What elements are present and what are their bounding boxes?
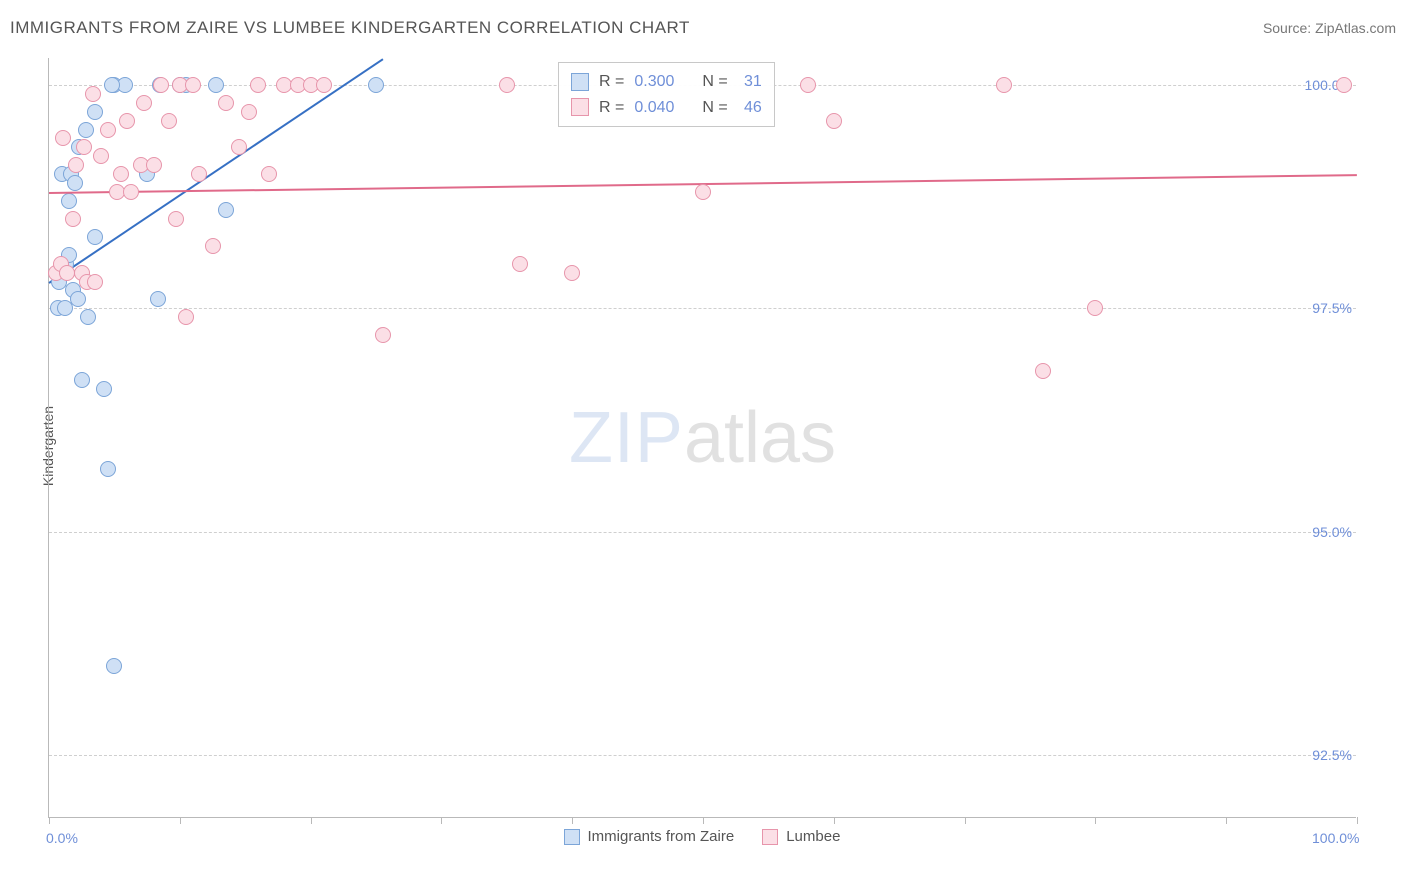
data-point <box>61 193 77 209</box>
data-point <box>564 265 580 281</box>
data-point <box>185 77 201 93</box>
n-label: N = <box>702 69 727 95</box>
data-point <box>205 238 221 254</box>
data-point <box>368 77 384 93</box>
data-point <box>76 139 92 155</box>
data-point <box>100 122 116 138</box>
source-credit: Source: ZipAtlas.com <box>1263 20 1396 36</box>
data-point <box>136 95 152 111</box>
data-point <box>106 658 122 674</box>
r-label: R = <box>599 69 624 95</box>
x-tick <box>1226 817 1227 824</box>
gridline <box>49 755 1356 756</box>
data-point <box>261 166 277 182</box>
data-point <box>87 104 103 120</box>
data-point <box>113 166 129 182</box>
data-point <box>499 77 515 93</box>
x-tick-label: 100.0% <box>1312 830 1359 846</box>
y-tick-label: 95.0% <box>1312 524 1352 540</box>
data-point <box>150 291 166 307</box>
x-tick <box>441 817 442 824</box>
data-point <box>800 77 816 93</box>
n-label: N = <box>702 95 727 121</box>
data-point <box>250 77 266 93</box>
data-point <box>316 77 332 93</box>
x-tick <box>311 817 312 824</box>
data-point <box>68 157 84 173</box>
stats-legend-box: R = 0.300 N = 31 R = 0.040 N = 46 <box>558 62 775 127</box>
legend-swatch <box>571 98 589 116</box>
data-point <box>1087 300 1103 316</box>
legend-label: Lumbee <box>786 828 840 845</box>
stats-row: R = 0.040 N = 46 <box>571 95 762 121</box>
y-tick-label: 92.5% <box>1312 747 1352 763</box>
data-point <box>231 139 247 155</box>
data-point <box>826 113 842 129</box>
data-point <box>695 184 711 200</box>
stats-row: R = 0.300 N = 31 <box>571 69 762 95</box>
series-legend: Immigrants from Zaire Lumbee <box>564 828 841 845</box>
data-point <box>168 211 184 227</box>
data-point <box>208 77 224 93</box>
data-point <box>512 256 528 272</box>
r-label: R = <box>599 95 624 121</box>
data-point <box>1035 363 1051 379</box>
r-value: 0.300 <box>634 69 674 95</box>
x-tick <box>703 817 704 824</box>
legend-swatch <box>571 73 589 91</box>
watermark-atlas: atlas <box>684 398 836 478</box>
data-point <box>93 148 109 164</box>
data-point <box>161 113 177 129</box>
data-point <box>119 113 135 129</box>
x-tick <box>965 817 966 824</box>
x-tick-label: 0.0% <box>46 830 78 846</box>
chart-title: IMMIGRANTS FROM ZAIRE VS LUMBEE KINDERGA… <box>10 18 690 38</box>
x-tick <box>180 817 181 824</box>
data-point <box>1336 77 1352 93</box>
data-point <box>375 327 391 343</box>
n-value: 31 <box>738 69 762 95</box>
gridline <box>49 308 1356 309</box>
data-point <box>218 95 234 111</box>
x-tick <box>1095 817 1096 824</box>
x-tick <box>1357 817 1358 824</box>
data-point <box>55 130 71 146</box>
gridline <box>49 532 1356 533</box>
data-point <box>123 184 139 200</box>
r-value: 0.040 <box>634 95 674 121</box>
x-tick <box>834 817 835 824</box>
y-tick-label: 97.5% <box>1312 300 1352 316</box>
data-point <box>153 77 169 93</box>
data-point <box>178 309 194 325</box>
legend-item: Lumbee <box>762 828 840 845</box>
data-point <box>70 291 86 307</box>
watermark: ZIPatlas <box>569 397 836 479</box>
data-point <box>996 77 1012 93</box>
data-point <box>74 372 90 388</box>
legend-swatch <box>762 829 778 845</box>
legend-label: Immigrants from Zaire <box>588 828 735 845</box>
data-point <box>85 86 101 102</box>
data-point <box>241 104 257 120</box>
data-point <box>104 77 120 93</box>
data-point <box>87 229 103 245</box>
data-point <box>191 166 207 182</box>
x-tick <box>572 817 573 824</box>
n-value: 46 <box>738 95 762 121</box>
legend-swatch <box>564 829 580 845</box>
plot-area: ZIPatlas 92.5%95.0%97.5%100.0% <box>48 58 1356 818</box>
x-tick <box>49 817 50 824</box>
data-point <box>78 122 94 138</box>
data-point <box>146 157 162 173</box>
data-point <box>96 381 112 397</box>
data-point <box>100 461 116 477</box>
data-point <box>67 175 83 191</box>
watermark-zip: ZIP <box>569 398 684 478</box>
data-point <box>65 211 81 227</box>
data-point <box>87 274 103 290</box>
data-point <box>80 309 96 325</box>
data-point <box>218 202 234 218</box>
legend-item: Immigrants from Zaire <box>564 828 735 845</box>
